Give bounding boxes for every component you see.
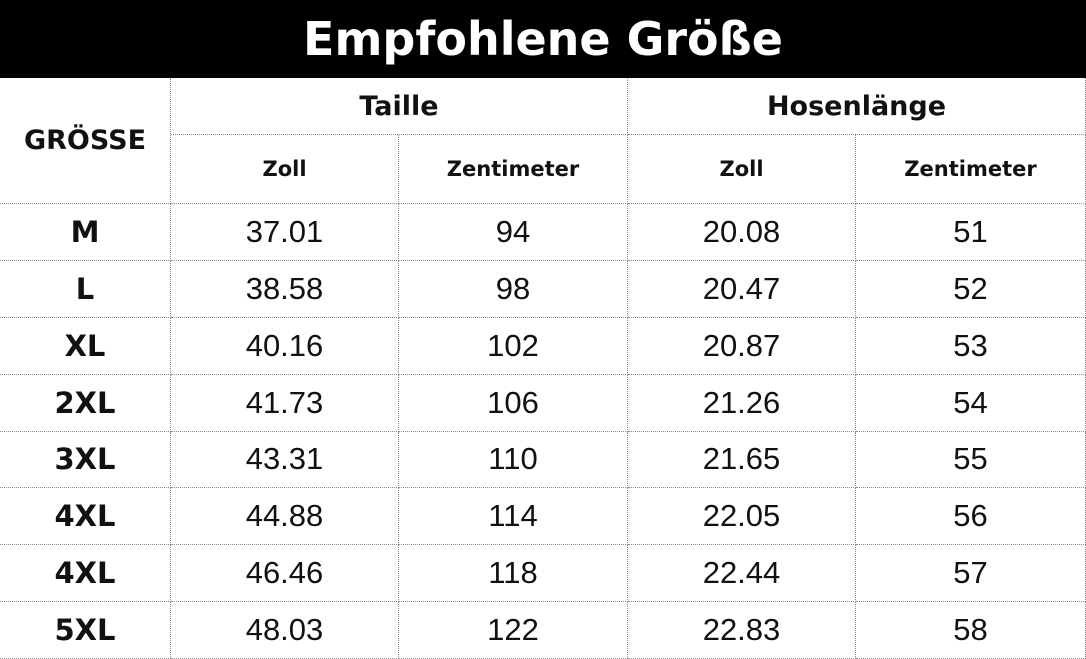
table-cell: 20.87 bbox=[628, 317, 856, 375]
sub-header: Zoll bbox=[628, 135, 856, 204]
table-cell: 20.47 bbox=[628, 260, 856, 318]
size-label: 5XL bbox=[0, 602, 171, 659]
table-cell: 44.88 bbox=[171, 488, 399, 546]
group-header: Taille bbox=[171, 78, 628, 135]
table-cell: 106 bbox=[399, 374, 628, 432]
table-cell: 94 bbox=[399, 204, 628, 261]
table-cell: 53 bbox=[856, 317, 1086, 375]
table-cell: 110 bbox=[399, 431, 628, 489]
size-label: M bbox=[0, 204, 171, 261]
table-cell: 38.58 bbox=[171, 260, 399, 318]
table-cell: 118 bbox=[399, 545, 628, 603]
size-label: 4XL bbox=[0, 488, 171, 546]
size-header: GRÖSSE bbox=[0, 78, 171, 204]
table-cell: 43.31 bbox=[171, 431, 399, 489]
sub-header: Zentimeter bbox=[399, 135, 628, 204]
size-label: 3XL bbox=[0, 431, 171, 489]
table-cell: 22.44 bbox=[628, 545, 856, 603]
table-cell: 98 bbox=[399, 260, 628, 318]
group-header: Hosenlänge bbox=[628, 78, 1086, 135]
size-label: 2XL bbox=[0, 374, 171, 432]
table-cell: 55 bbox=[856, 431, 1086, 489]
table-cell: 52 bbox=[856, 260, 1086, 318]
sub-header: Zentimeter bbox=[856, 135, 1086, 204]
table-cell: 37.01 bbox=[171, 204, 399, 261]
table-cell: 40.16 bbox=[171, 317, 399, 375]
table-cell: 56 bbox=[856, 488, 1086, 546]
table-cell: 22.05 bbox=[628, 488, 856, 546]
table-cell: 57 bbox=[856, 545, 1086, 603]
table-cell: 51 bbox=[856, 204, 1086, 261]
table-cell: 46.46 bbox=[171, 545, 399, 603]
table-cell: 114 bbox=[399, 488, 628, 546]
sub-header: Zoll bbox=[171, 135, 399, 204]
table-cell: 20.08 bbox=[628, 204, 856, 261]
table-cell: 58 bbox=[856, 602, 1086, 659]
table-cell: 102 bbox=[399, 317, 628, 375]
table-cell: 122 bbox=[399, 602, 628, 659]
size-label: XL bbox=[0, 317, 171, 375]
table-cell: 54 bbox=[856, 374, 1086, 432]
table-cell: 48.03 bbox=[171, 602, 399, 659]
size-label: L bbox=[0, 260, 171, 318]
title: Empfohlene Größe bbox=[0, 0, 1086, 78]
table-cell: 21.26 bbox=[628, 374, 856, 432]
size-label: 4XL bbox=[0, 545, 171, 603]
table-cell: 21.65 bbox=[628, 431, 856, 489]
table-cell: 41.73 bbox=[171, 374, 399, 432]
table-cell: 22.83 bbox=[628, 602, 856, 659]
